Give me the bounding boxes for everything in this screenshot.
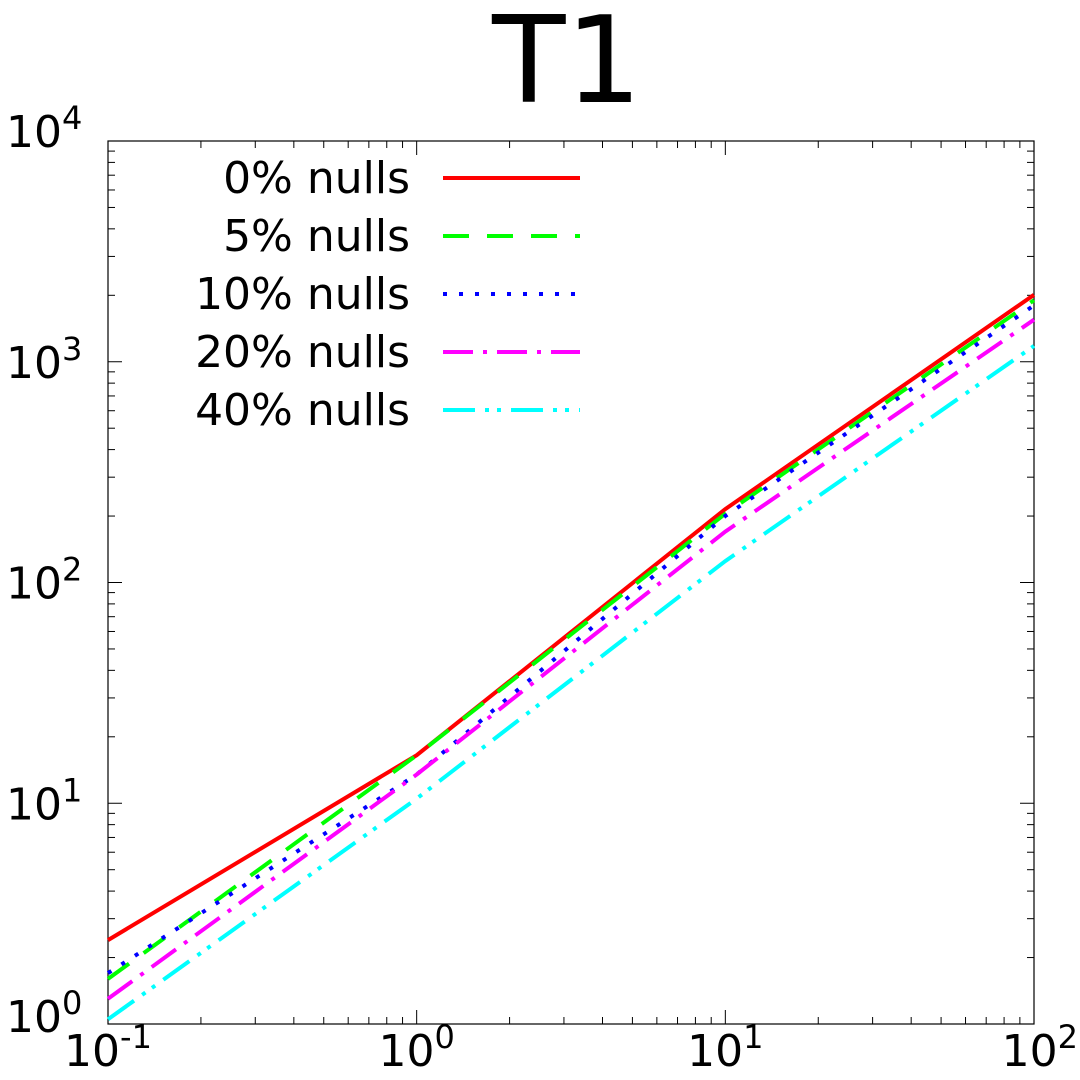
y-tick-label: 103 — [6, 330, 82, 389]
legend: 0% nulls 5% nulls 10% nulls 20% nulls 40% nu… — [195, 153, 580, 436]
y-tick-label: 101 — [6, 771, 82, 830]
y-tick-label: 104 — [6, 99, 82, 158]
series-line — [106, 298, 1036, 981]
legend-label: 10% nulls — [195, 269, 410, 320]
series-line — [106, 344, 1036, 1021]
legend-label: 5% nulls — [223, 211, 410, 262]
series-line — [106, 318, 1036, 1001]
series-lines — [106, 293, 1036, 1021]
y-tick-label: 100 — [6, 984, 82, 1043]
x-tick-label: 10-1 — [64, 1018, 152, 1077]
x-tick-label: 102 — [1002, 1018, 1078, 1077]
x-tick-label: 101 — [687, 1018, 763, 1077]
minor-ticks — [108, 141, 1034, 1024]
legend-label: 40% nulls — [195, 385, 410, 436]
legend-label: 20% nulls — [195, 327, 410, 378]
x-tick-label: 100 — [378, 1018, 454, 1077]
y-axis-tick-labels: 100 101 102 103 104 — [6, 99, 82, 1043]
x-axis-tick-labels: 10-1 100 101 102 — [64, 1018, 1078, 1077]
legend-label: 0% nulls — [223, 153, 410, 204]
y-tick-label: 102 — [6, 551, 82, 610]
chart-title: T1 — [491, 0, 642, 131]
